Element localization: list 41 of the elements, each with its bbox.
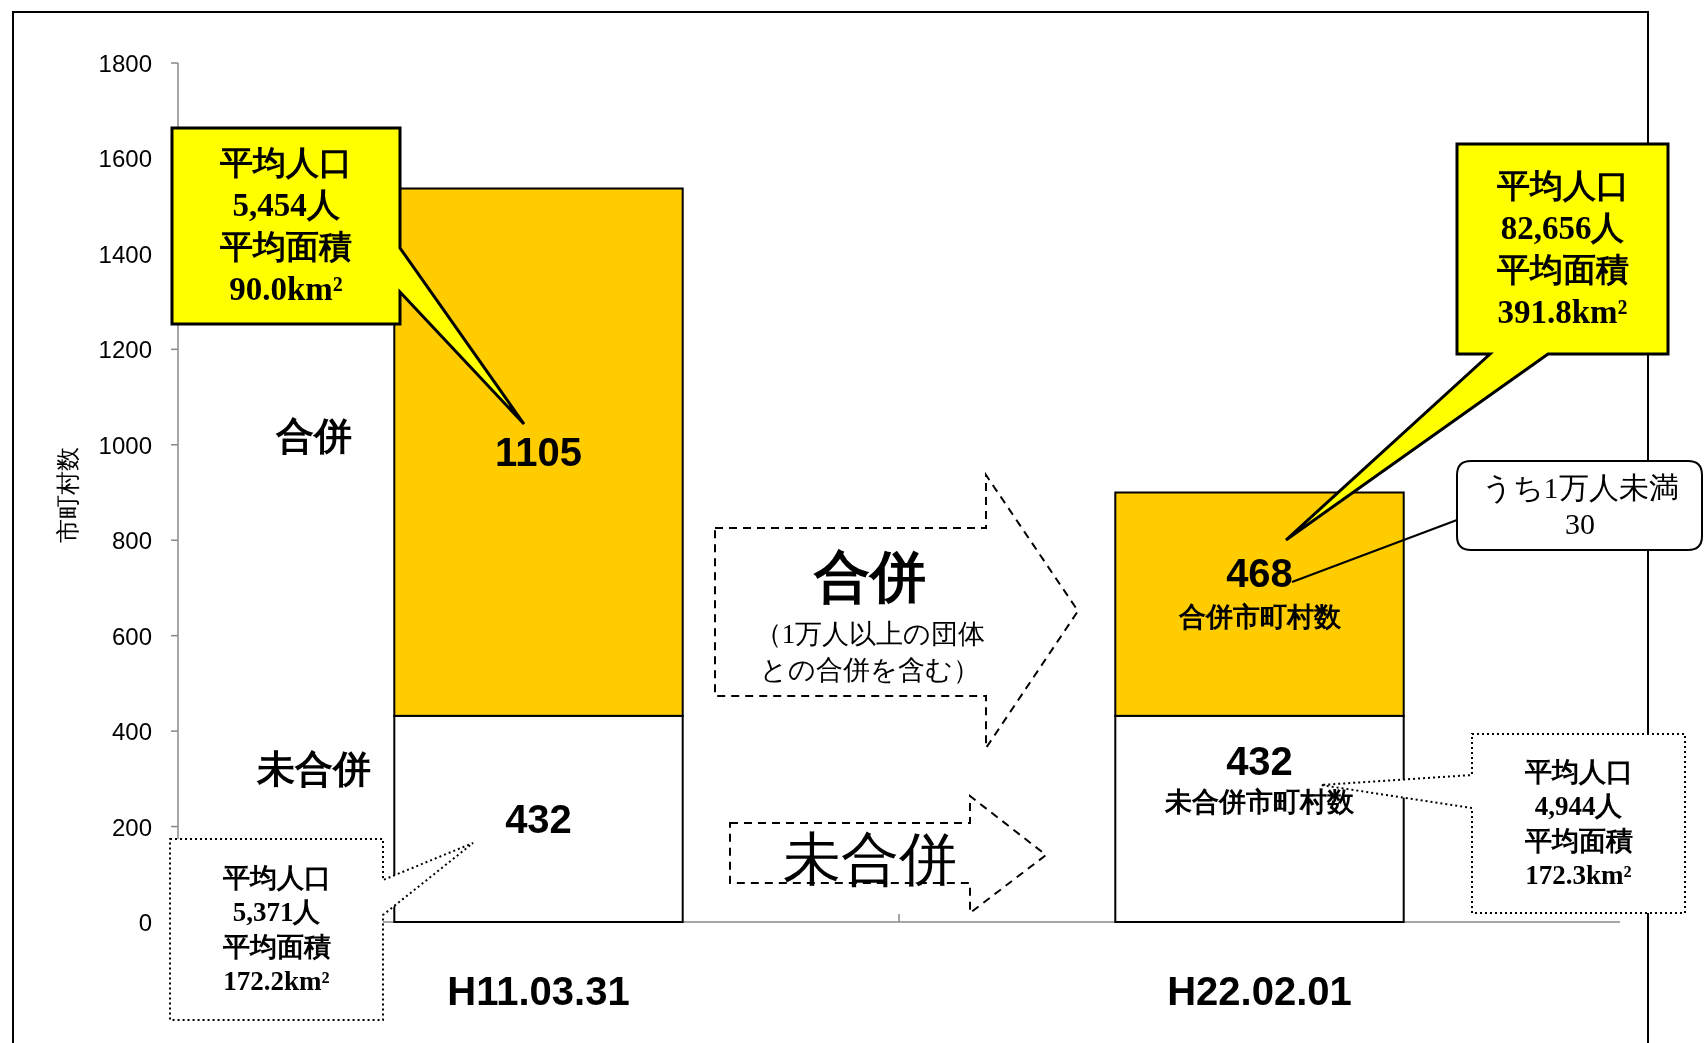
annotation: 391.8km² <box>1497 294 1628 331</box>
annotation: 平均人口 <box>221 862 331 893</box>
data-label: 468 <box>1226 550 1293 595</box>
annotation: 平均人口 <box>1495 167 1629 204</box>
annotation: 未合併市町村数 <box>1164 787 1355 817</box>
y-axis-title: 市町村数 <box>53 447 81 543</box>
y-tick-label: 1600 <box>98 144 152 172</box>
x-tick-label: H11.03.31 <box>447 969 630 1013</box>
annotation: 90.0km² <box>229 271 343 308</box>
annotation: 合併 <box>813 544 926 608</box>
annotation: 平均面積 <box>1523 825 1633 856</box>
annotation: 5,454人 <box>232 186 341 223</box>
annotation: うち1万人未満 <box>1481 470 1679 504</box>
y-tick-label: 600 <box>111 622 152 650</box>
annotation: （1万人以上の団体 <box>754 618 986 649</box>
annotation: 4,944人 <box>1534 791 1624 822</box>
y-tick-label: 1400 <box>98 240 152 268</box>
annotation: 平均面積 <box>1495 252 1629 289</box>
y-tick-label: 0 <box>138 908 152 936</box>
y-tick-label: 800 <box>111 526 152 554</box>
annotation: 30 <box>1565 506 1595 540</box>
annotation: 平均人口 <box>1523 756 1633 787</box>
y-tick-label: 1200 <box>98 335 152 363</box>
y-tick-label: 200 <box>111 813 152 841</box>
series-label: 未合併 <box>256 748 372 791</box>
annotation: 未合併 <box>783 825 957 891</box>
y-tick-label: 1800 <box>98 49 152 77</box>
annotation: 172.3km² <box>1525 860 1632 891</box>
y-tick-label: 1000 <box>98 431 152 459</box>
y-tick-label: 400 <box>111 717 152 745</box>
series-label: 合併 <box>275 415 353 458</box>
x-tick-label: H22.02.01 <box>1167 969 1352 1013</box>
annotation: との合併を含む） <box>760 655 980 686</box>
data-label: 1105 <box>495 430 582 475</box>
annotation: 5,371人 <box>232 897 322 928</box>
data-label: 432 <box>1226 739 1293 784</box>
annotation: 平均人口 <box>219 144 352 181</box>
annotation: 合併市町村数 <box>1177 602 1342 632</box>
annotation: 82,656人 <box>1500 209 1626 246</box>
data-label: 432 <box>505 796 572 841</box>
annotation: 平均面積 <box>219 229 352 266</box>
